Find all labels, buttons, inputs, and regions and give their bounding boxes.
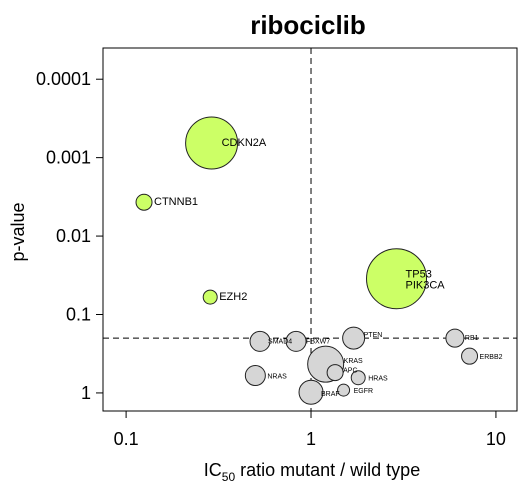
x-axis-title-prefix: IC [204, 460, 222, 480]
y-tick-label: 0.01 [56, 226, 91, 246]
point-label-braf: BRAF [321, 391, 340, 398]
point-label-ctnnb1: CTNNB1 [154, 196, 198, 208]
x-axis: 0.1 1 10 [114, 411, 506, 449]
bubble-pten [342, 326, 366, 350]
point-label-fbxw7: FBXW7 [306, 338, 330, 345]
point-label-cdkn2a: CDKN2A [222, 137, 267, 149]
point-label-egfr: EGFR [354, 388, 373, 395]
x-tick-label: 10 [486, 429, 506, 449]
x-axis-title: IC50 ratio mutant / wild type [204, 460, 420, 484]
point-label-hras: HRAS [368, 376, 388, 383]
bubble-ezh2 [202, 289, 218, 305]
y-tick-label: 0.1 [66, 304, 91, 324]
chart-title: ribociclib [250, 10, 366, 40]
point-label-smad4: SMAD4 [268, 338, 292, 345]
bubble-fbxw7 [285, 330, 307, 352]
point-label-pten: PTEN [364, 332, 383, 339]
x-axis-title-subscript: 50 [222, 470, 236, 484]
y-axis: 0.0001 0.001 0.01 0.1 1 [36, 69, 103, 403]
point-label-pik3ca: PIK3CA [406, 280, 446, 292]
bubble-braf [298, 379, 324, 405]
point-label-nras: NRAS [267, 374, 287, 381]
bubble-rb1 [445, 328, 465, 348]
bubble-hras [350, 370, 366, 386]
y-tick-label: 0.001 [46, 148, 91, 168]
bubble-nras [244, 365, 266, 387]
x-tick-label: 0.1 [114, 429, 139, 449]
x-axis-title-suffix: ratio mutant / wild type [235, 460, 420, 480]
y-axis-title: p-value [8, 202, 28, 261]
bubble-egfr [337, 383, 351, 397]
point-label-ezh2: EZH2 [219, 291, 247, 303]
bubble-erbb2 [461, 347, 479, 365]
x-tick-label: 1 [306, 429, 316, 449]
point-label-kras: KRAS [344, 358, 363, 365]
point-label-apc: APC [343, 368, 357, 375]
points-layer [135, 116, 479, 405]
y-tick-label: 0.0001 [36, 69, 91, 89]
plot-frame [102, 47, 518, 412]
bubble-cdkn2a [185, 116, 239, 170]
y-tick-label: 1 [81, 383, 91, 403]
point-label-erbb2: ERBB2 [480, 354, 503, 361]
point-label-tp53: TP53 [406, 269, 432, 281]
bubble-apc [326, 364, 344, 382]
bubble-tp53 [366, 248, 428, 310]
bubble-smad4 [249, 330, 271, 352]
point-label-rb1: RB1 [465, 335, 479, 342]
bubble-ctnnb1 [135, 193, 153, 211]
